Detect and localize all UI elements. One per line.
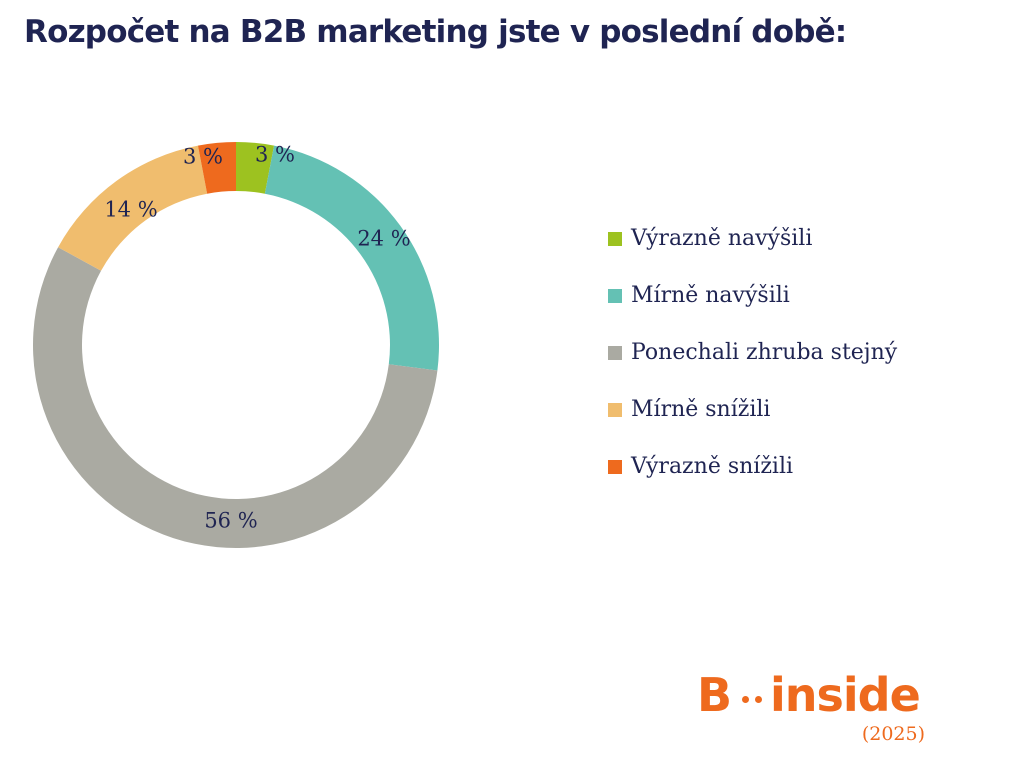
brand-word: inside — [770, 668, 921, 722]
legend-label: Mírně navýšili — [631, 283, 790, 308]
brand-logo: B inside (2025) — [697, 668, 927, 753]
legend-item: Výrazně snížili — [608, 438, 897, 495]
legend-swatch — [608, 231, 622, 246]
donut-slice — [33, 247, 438, 548]
legend-item: Výrazně navýšili — [608, 210, 897, 267]
brand-dots-icon — [742, 696, 764, 704]
slice-data-label: 56 % — [204, 509, 257, 533]
legend-swatch — [608, 402, 622, 417]
legend-swatch — [608, 345, 622, 360]
chart-legend: Výrazně navýšili Mírně navýšili Ponechali … — [608, 210, 897, 495]
legend-item: Mírně navýšili — [608, 267, 897, 324]
legend-label: Výrazně navýšili — [631, 226, 813, 251]
donut-slice — [58, 145, 208, 271]
legend-swatch — [608, 459, 622, 474]
slice-data-label: 24 % — [357, 227, 410, 251]
slice-data-label: 3 % — [183, 145, 223, 169]
slice-data-label: 3 % — [255, 143, 295, 167]
slice-data-label: 14 % — [104, 198, 157, 222]
donut-slice — [264, 145, 439, 371]
legend-swatch — [608, 288, 622, 303]
legend-item: Ponechali zhruba stejný — [608, 324, 897, 381]
donut-chart: 3 % 24 % 56 % 14 % 3 % — [33, 142, 439, 548]
brand-letter: B — [697, 668, 732, 722]
brand-year: (2025) — [861, 723, 925, 745]
legend-label: Ponechali zhruba stejný — [631, 340, 898, 365]
donut-slice — [197, 142, 236, 194]
legend-item: Mírně snížili — [608, 381, 897, 438]
donut-slice — [236, 142, 275, 194]
page-title: Rozpočet na B2B marketing jste v posledn… — [24, 14, 847, 50]
legend-label: Mírně snížili — [631, 397, 771, 422]
legend-label: Výrazně snížili — [631, 454, 794, 479]
